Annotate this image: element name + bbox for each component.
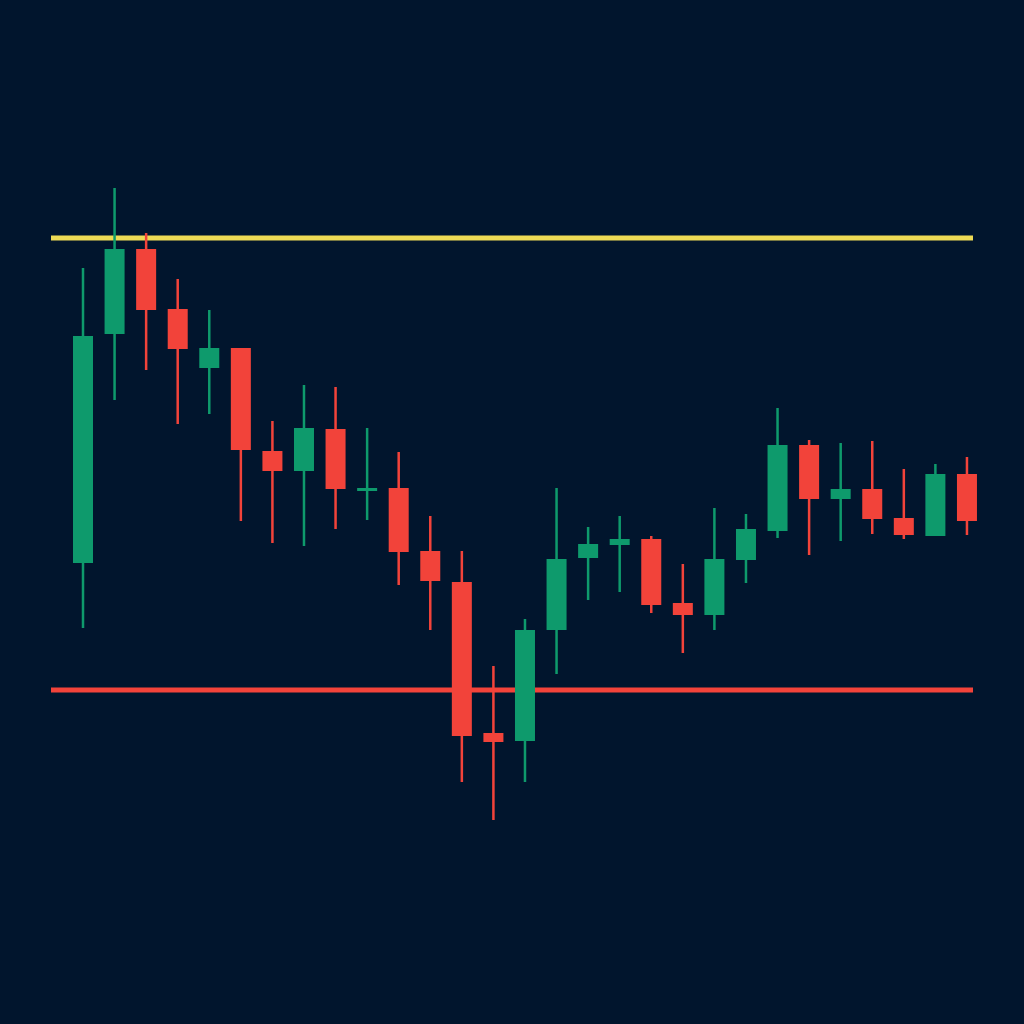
- candle-body: [514, 630, 535, 741]
- candle-body: [609, 539, 630, 545]
- candle-body: [704, 559, 725, 615]
- candle-body: [420, 551, 441, 581]
- candle-body: [293, 428, 314, 471]
- candle-body: [230, 348, 251, 450]
- candle-body: [262, 451, 283, 471]
- candle-body: [451, 582, 472, 736]
- candle-body: [735, 529, 756, 560]
- candle-body: [830, 489, 851, 499]
- candle-body: [388, 488, 409, 552]
- candle-body: [799, 445, 820, 499]
- candle-body: [956, 474, 977, 521]
- candle-body: [925, 474, 946, 536]
- candle-body: [893, 518, 914, 535]
- candle-body: [357, 488, 378, 491]
- candle-body: [546, 559, 567, 630]
- candle-body: [578, 544, 599, 558]
- candle-body: [73, 336, 93, 563]
- candle-body: [136, 249, 157, 310]
- candle-body: [199, 348, 220, 368]
- candle-body: [767, 445, 788, 531]
- candle-body: [483, 733, 504, 742]
- candle-body: [104, 249, 125, 334]
- candle-body: [672, 603, 693, 615]
- candle-body: [325, 429, 346, 489]
- candle-body: [862, 489, 883, 519]
- candle-body: [167, 309, 188, 349]
- candle-body: [641, 539, 662, 605]
